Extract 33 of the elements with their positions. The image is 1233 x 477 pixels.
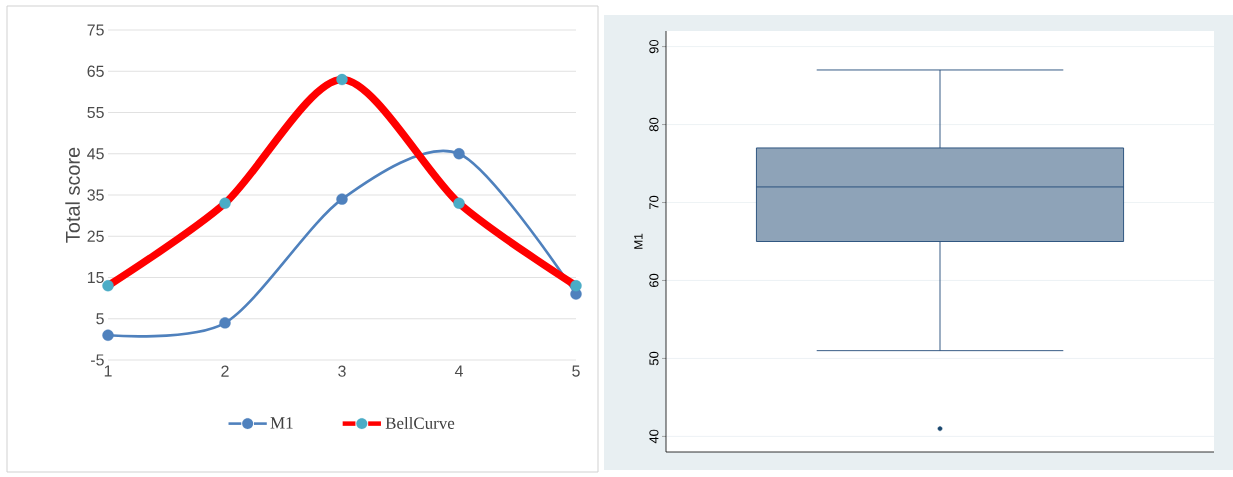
y-tick-label: 55 xyxy=(87,106,104,119)
y-tick-label: 40 xyxy=(649,429,659,444)
y-tick-label: -5 xyxy=(91,354,104,366)
y-tick-label: 65 xyxy=(87,65,104,77)
y-tick-label: 15 xyxy=(87,271,104,284)
y-tick-label: 90 xyxy=(649,39,659,54)
point xyxy=(219,317,231,329)
y-tick-label: 35 xyxy=(87,189,104,201)
legend-label: BellCurve xyxy=(385,416,455,429)
x-tick-label: 5 xyxy=(572,365,580,377)
y-tick-label: 50 xyxy=(649,351,659,366)
x-tick-label: 2 xyxy=(221,365,229,377)
x-tick-label: 3 xyxy=(338,365,346,377)
point xyxy=(570,280,582,292)
point xyxy=(453,148,465,160)
y-tick-label: 75 xyxy=(87,24,104,36)
point xyxy=(102,329,114,341)
y-tick-label: 70 xyxy=(649,195,659,210)
legend-label: M1 xyxy=(270,417,293,429)
y-tick-label: 25 xyxy=(87,230,104,242)
y-tick-label: 80 xyxy=(649,117,659,132)
point xyxy=(336,193,348,205)
y-tick-label: 60 xyxy=(649,273,659,288)
point xyxy=(336,73,348,86)
y-tick-label: 45 xyxy=(87,148,104,160)
point xyxy=(219,197,231,209)
x-tick-label: 1 xyxy=(104,365,112,377)
point xyxy=(102,280,114,292)
x-tick-label: 4 xyxy=(454,365,463,377)
y-tick-label: 5 xyxy=(96,313,104,325)
point xyxy=(453,197,465,209)
y-axis-title: M1 xyxy=(634,233,643,249)
y-axis-title: Total score xyxy=(65,147,80,243)
